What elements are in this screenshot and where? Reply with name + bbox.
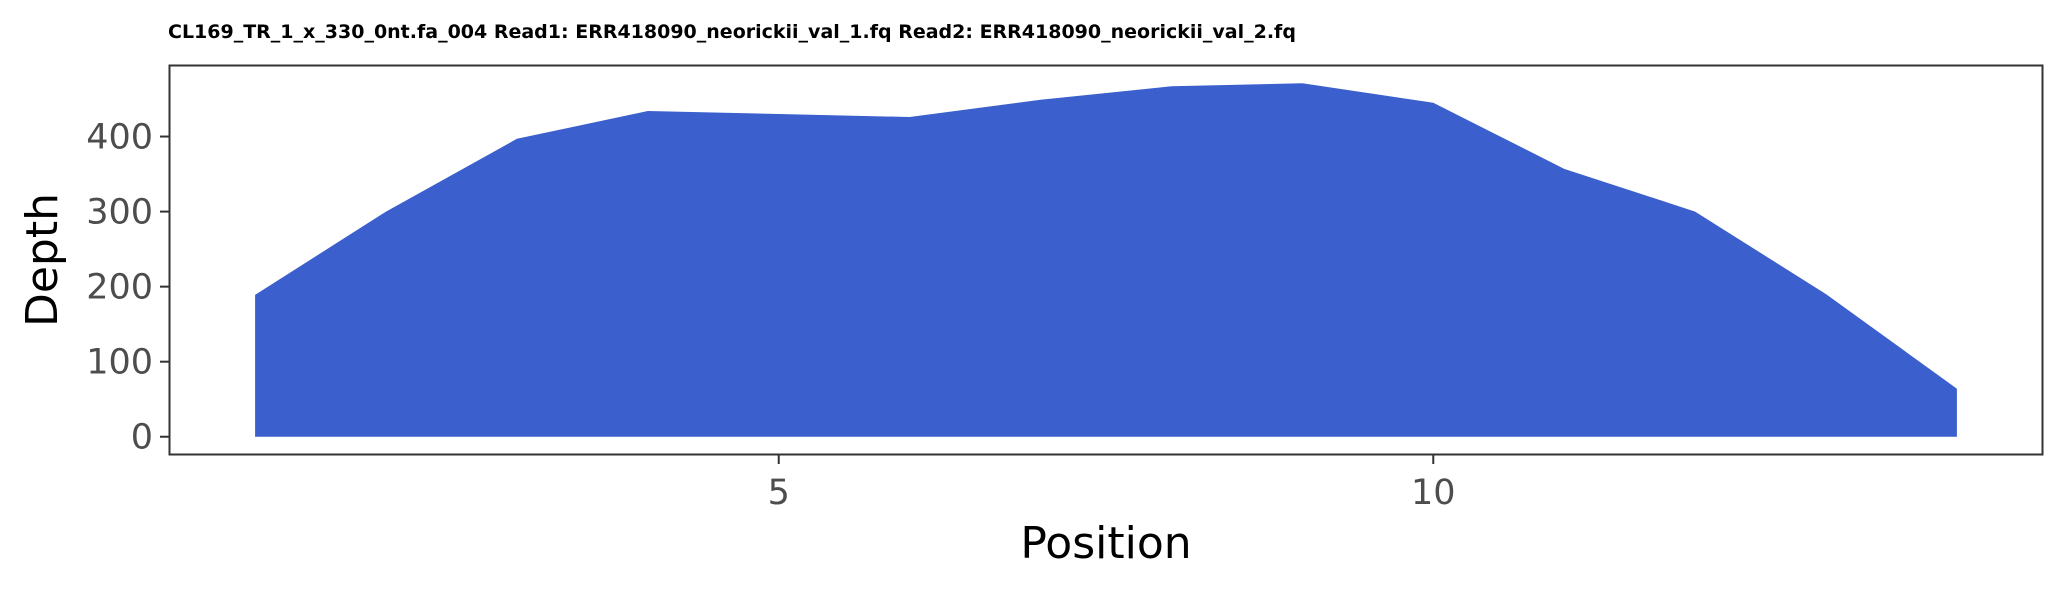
x-axis-title: Position <box>1020 518 1191 569</box>
y-axis: 0 100 200 300 400 <box>86 118 170 458</box>
y-tick-label: 100 <box>86 343 153 383</box>
y-tick-label: 0 <box>131 418 153 458</box>
y-tick-label: 300 <box>86 193 153 233</box>
y-tick-label: 200 <box>86 268 153 308</box>
x-tick-label: 10 <box>1411 473 1456 513</box>
x-tick-label: 5 <box>768 473 790 513</box>
depth-area-series <box>255 83 1957 437</box>
chart-title: CL169_TR_1_x_330_0nt.fa_004 Read1: ERR41… <box>168 21 1296 43</box>
plot-panel-border <box>168 64 2044 456</box>
y-axis-title: Depth <box>17 193 68 327</box>
x-axis: 5 10 <box>768 454 1456 513</box>
y-tick-label: 400 <box>86 118 153 158</box>
